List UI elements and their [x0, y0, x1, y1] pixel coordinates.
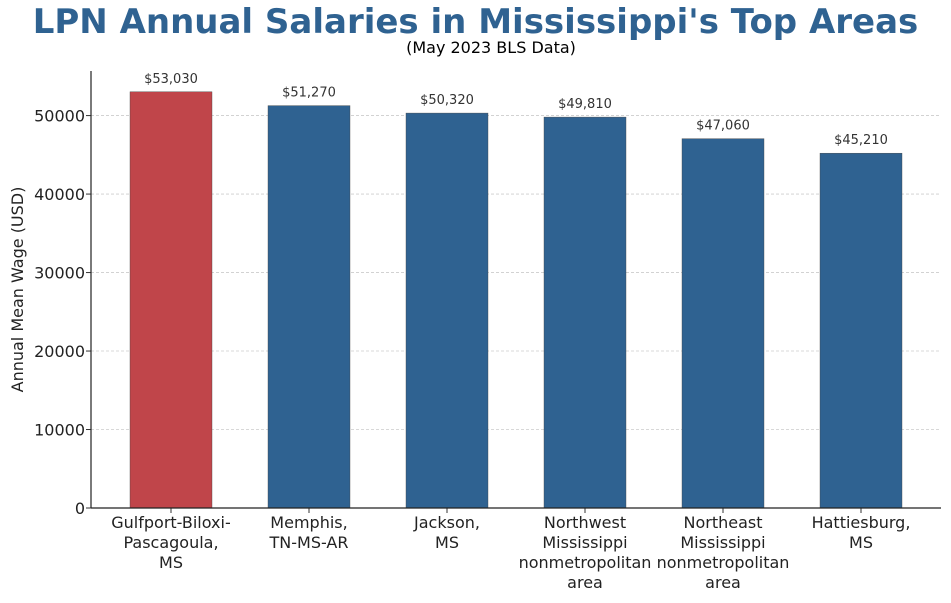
x-tick-label: MS	[435, 533, 459, 552]
x-tick-label: TN-MS-AR	[269, 533, 349, 552]
bar-value-label: $45,210	[834, 133, 888, 148]
chart-title: LPN Annual Salaries in Mississippi's Top…	[32, 2, 919, 42]
x-tick-label: Memphis,	[270, 513, 347, 532]
x-tick-label: Mississippi	[680, 533, 765, 552]
bar-value-label: $49,810	[558, 97, 612, 112]
bar	[819, 152, 903, 509]
x-tick-label: Northwest	[544, 513, 626, 532]
x-tick-label: MS	[159, 553, 183, 572]
axes	[86, 71, 941, 513]
x-tick-label: nonmetropolitan	[519, 553, 652, 572]
x-tick-label: Gulfport-Biloxi-	[111, 513, 230, 532]
labels: 0 10000 20000 30000 40000 50000 $53,030 Gulfpor…	[8, 72, 910, 592]
bar	[681, 138, 765, 509]
x-tick-label: Hattiesburg,	[812, 513, 911, 532]
y-tick-label: 40000	[34, 185, 85, 204]
bar-value-label: $53,030	[144, 72, 198, 87]
x-tick-label: Jackson,	[413, 513, 480, 532]
x-tick-label: area	[567, 573, 603, 592]
bar	[267, 105, 351, 509]
bar	[543, 116, 627, 509]
x-tick-label: MS	[849, 533, 873, 552]
gridlines	[91, 115, 941, 430]
bar	[405, 112, 489, 509]
x-tick-label: Mississippi	[542, 533, 627, 552]
bar-value-label: $47,060	[696, 119, 750, 134]
bar-value-label: $50,320	[420, 93, 474, 108]
x-tick-label: Northeast	[683, 513, 762, 532]
x-tick-label: area	[705, 573, 741, 592]
y-tick-label: 0	[75, 499, 85, 518]
y-tick-label: 30000	[34, 264, 85, 283]
y-tick-label: 50000	[34, 107, 85, 126]
bars	[129, 91, 903, 509]
bar-value-label: $51,270	[282, 86, 336, 101]
x-tick-label: Pascagoula,	[123, 533, 218, 552]
x-tick-label: nonmetropolitan	[657, 553, 790, 572]
y-axis-label: Annual Mean Wage (USD)	[8, 187, 27, 393]
bar	[129, 91, 213, 509]
y-tick-label: 20000	[34, 342, 85, 361]
chart-subtitle: (May 2023 BLS Data)	[406, 38, 576, 57]
y-tick-label: 10000	[34, 421, 85, 440]
